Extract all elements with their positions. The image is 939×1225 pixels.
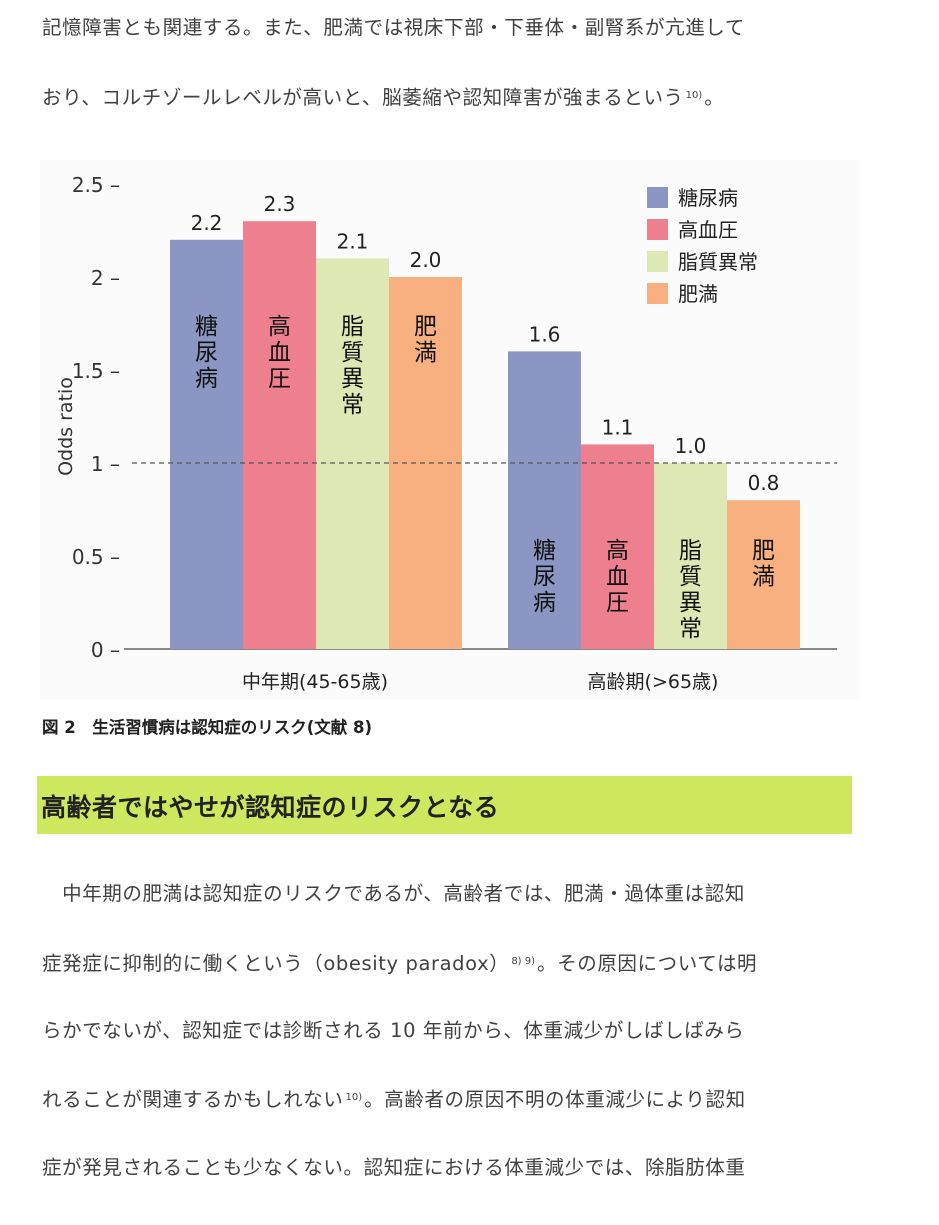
legend-swatch bbox=[647, 219, 668, 240]
bar-value-label: 1.1 bbox=[602, 415, 634, 439]
legend-swatch bbox=[647, 283, 668, 304]
bar-inner-label: 糖尿病 bbox=[533, 538, 556, 616]
intro-line-2-text: おり、コルチゾールレベルが高いと、脳萎縮や認知障害が強まるという bbox=[42, 86, 684, 109]
bar bbox=[581, 444, 654, 649]
legend-label: 糖尿病 bbox=[678, 186, 738, 210]
bar-value-label: 0.8 bbox=[748, 471, 780, 495]
section-heading-text: 高齢者ではやせが認知症のリスクとなる bbox=[41, 793, 500, 822]
body-line-4-text-end: 。高齢者の原因不明の体重減少により認知 bbox=[364, 1088, 746, 1111]
body-line-2-text-end: 。その原因については明 bbox=[537, 952, 758, 975]
figure-chart-container: 0 – 0.5 – 1 – 1.5 – 2 – 2.5 – Odds ratio 2.2 糖尿病… bbox=[40, 160, 860, 700]
y-tick-label: 2.5 – bbox=[72, 173, 120, 197]
legend-label: 高血圧 bbox=[678, 218, 738, 242]
bar-inner-label: 糖尿病 bbox=[195, 314, 218, 392]
y-tick-label: 0.5 – bbox=[72, 545, 120, 569]
body-line-1: 中年期の肥満は認知症のリスクであるが、高齢者では、肥満・過体重は認知 bbox=[42, 882, 745, 905]
y-tick-label: 1 – bbox=[91, 452, 120, 476]
group-label: 中年期(45-65歳) bbox=[242, 671, 388, 693]
section-heading-banner: 高齢者ではやせが認知症のリスクとなる bbox=[37, 776, 852, 834]
body-line-5: 症が発見されることも少なくない。認知症における体重減少では、除脂肪体重 bbox=[42, 1156, 746, 1179]
intro-line-2: おり、コルチゾールレベルが高いと、脳萎縮や認知障害が強まるという 10)。 bbox=[42, 88, 724, 108]
body-line-2-text: 症発症に抑制的に働くという（obesity paradox） bbox=[42, 952, 510, 975]
legend-label: 脂質異常 bbox=[678, 250, 758, 274]
body-line-4: れることが関連するかもしれない 10) 。高齢者の原因不明の体重減少により認知 bbox=[42, 1090, 746, 1110]
bar-inner-label: 脂質異常 bbox=[341, 314, 364, 418]
body-line-2: 症発症に抑制的に働くという（obesity paradox） 8) 9) 。その原因… bbox=[42, 954, 757, 974]
intro-line-1: 記憶障害とも関連する。また、肥満では視床下部・下垂体・副腎系が亢進して bbox=[42, 16, 745, 39]
legend-label: 肥満 bbox=[678, 282, 718, 306]
bar-inner-label: 肥満 bbox=[414, 314, 437, 366]
bar-value-label: 1.0 bbox=[675, 434, 707, 458]
body-line-4-text: れることが関連するかもしれない bbox=[42, 1088, 344, 1111]
group-label: 高齢期(>65歳) bbox=[588, 671, 719, 693]
bar-inner-label: 高血圧 bbox=[606, 538, 629, 616]
body-line-3: らかでないが、認知症では診断される 10 年前から、体重減少がしばしばみら bbox=[42, 1019, 745, 1042]
bar bbox=[316, 258, 389, 649]
bar bbox=[727, 500, 800, 649]
y-tick-label: 1.5 – bbox=[72, 359, 120, 383]
bar-inner-label: 脂質異常 bbox=[679, 538, 702, 642]
bar bbox=[243, 221, 316, 649]
intro-line-2-end: 。 bbox=[704, 86, 725, 109]
bar-value-label: 1.6 bbox=[529, 322, 561, 346]
bar-value-label: 2.0 bbox=[410, 248, 442, 272]
bar-value-label: 2.1 bbox=[337, 229, 369, 253]
reference-marker: 10) bbox=[685, 90, 703, 101]
reference-marker: 10) bbox=[345, 1092, 363, 1103]
figure-caption: 図 2 生活習慣病は認知症のリスク(文献 8) bbox=[42, 718, 373, 737]
bar-value-label: 2.3 bbox=[264, 192, 296, 216]
legend-swatch bbox=[647, 251, 668, 272]
y-tick-label: 0 – bbox=[91, 638, 120, 662]
odds-ratio-bar-chart: 0 – 0.5 – 1 – 1.5 – 2 – 2.5 – Odds ratio 2.2 糖尿病… bbox=[55, 173, 837, 693]
bar bbox=[170, 239, 243, 650]
bar bbox=[508, 351, 581, 649]
legend-swatch bbox=[647, 187, 668, 208]
y-tick-label: 2 – bbox=[91, 266, 120, 290]
bar-inner-label: 高血圧 bbox=[268, 314, 291, 392]
y-axis-label: Odds ratio bbox=[55, 377, 77, 476]
bar-inner-label: 肥満 bbox=[752, 538, 775, 590]
bar bbox=[654, 463, 727, 649]
bar-value-label: 2.2 bbox=[191, 211, 223, 235]
reference-marker: 8) 9) bbox=[511, 956, 536, 967]
